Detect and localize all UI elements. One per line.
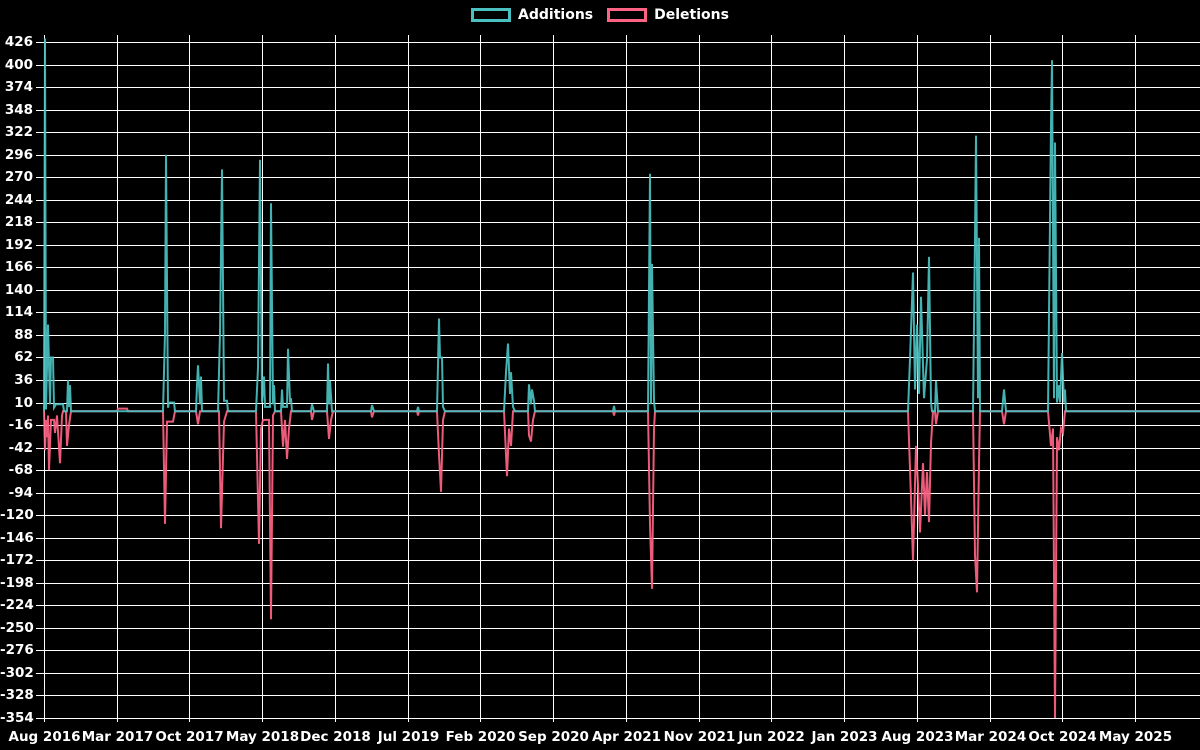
legend-item-deletions[interactable]: Deletions xyxy=(607,7,729,23)
y-tick-label: -354 xyxy=(0,710,34,726)
y-tick-label: -68 xyxy=(8,462,33,479)
y-tick-label: -328 xyxy=(0,687,34,704)
x-tick-label: Feb 2020 xyxy=(445,729,516,745)
x-tick-label: May 2025 xyxy=(1098,729,1173,745)
y-tick-label: 10 xyxy=(14,394,33,411)
y-tick-label: 270 xyxy=(4,169,33,186)
y-tick-label: 348 xyxy=(4,101,33,118)
y-tick-label: 36 xyxy=(14,372,33,388)
y-tick-label: -172 xyxy=(0,552,34,569)
x-tick-label: Jan 2023 xyxy=(811,729,878,745)
deletions-swatch-icon xyxy=(607,8,648,22)
x-tick-label: Apr 2021 xyxy=(591,729,662,745)
y-tick-label: 140 xyxy=(4,281,33,298)
legend-label-deletions: Deletions xyxy=(654,7,729,23)
y-tick-label: -94 xyxy=(8,484,33,501)
x-tick-label: Jun 2022 xyxy=(738,729,805,745)
y-tick-label: -276 xyxy=(0,642,34,659)
y-tick-label: -302 xyxy=(0,664,34,681)
y-tick-label: 374 xyxy=(4,79,33,96)
y-tick-label: 62 xyxy=(14,349,33,366)
y-tick-label: -42 xyxy=(8,439,33,456)
y-tick-label: 322 xyxy=(4,124,33,141)
y-tick-label: 192 xyxy=(4,236,33,253)
x-tick-label: Nov 2021 xyxy=(663,729,736,745)
y-tick-label: 426 xyxy=(4,34,33,50)
y-tick-label: 88 xyxy=(14,326,33,343)
y-tick-label: -16 xyxy=(8,417,33,434)
legend-item-additions[interactable]: Additions xyxy=(471,7,593,23)
series-additions-line xyxy=(43,38,1200,413)
y-tick-label: -224 xyxy=(0,597,34,614)
x-tick-label: Oct 2024 xyxy=(1028,729,1097,745)
x-tick-label: Mar 2017 xyxy=(81,729,154,745)
series-deletions-line xyxy=(43,407,1200,719)
x-tick-label: Aug 2016 xyxy=(8,729,81,745)
y-tick-label: 166 xyxy=(4,259,33,276)
x-tick-label: Mar 2024 xyxy=(954,729,1027,745)
y-tick-label: -250 xyxy=(0,619,34,636)
x-tick-label: Dec 2018 xyxy=(300,729,371,745)
y-tick-label: -198 xyxy=(0,574,34,591)
x-tick-label: Jul 2019 xyxy=(377,729,440,745)
x-tick-label: Aug 2023 xyxy=(881,729,954,745)
y-tick-label: 218 xyxy=(4,214,33,231)
x-tick-label: Sep 2020 xyxy=(518,729,589,745)
y-tick-label: -146 xyxy=(0,529,34,546)
y-tick-label: 244 xyxy=(4,191,33,208)
chart-legend: Additions Deletions xyxy=(0,7,1200,23)
x-tick-label: May 2018 xyxy=(225,729,300,745)
y-tick-label: 400 xyxy=(4,56,33,73)
additions-swatch-icon xyxy=(471,8,512,22)
y-tick-label: 296 xyxy=(4,146,33,163)
y-tick-label: -120 xyxy=(0,507,34,524)
y-tick-label: 114 xyxy=(4,304,33,321)
x-tick-label: Oct 2017 xyxy=(155,729,224,745)
legend-label-additions: Additions xyxy=(518,7,594,23)
